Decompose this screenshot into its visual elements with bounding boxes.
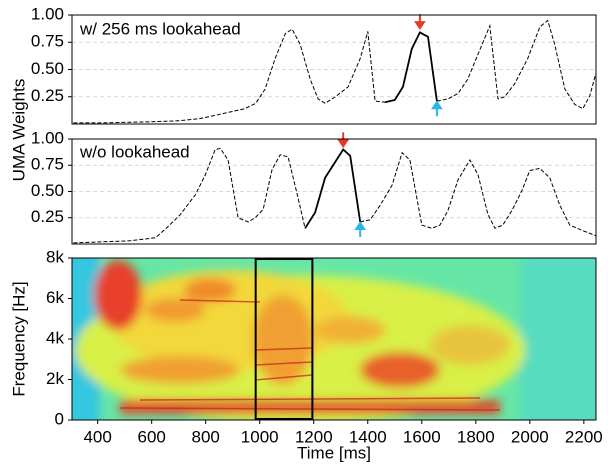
x-tick-label: 1800 [457, 427, 495, 446]
spectrogram-image [72, 258, 596, 420]
arrow [414, 14, 426, 30]
x-tick-label: 1600 [403, 427, 441, 446]
x-tick-label: 2200 [565, 427, 603, 446]
y-axis-label: Frequency [Hz] [9, 281, 28, 396]
y-axis-label: UMA Weights [9, 79, 28, 182]
line-series [304, 148, 362, 229]
panel-label: w/ 256 ms lookahead [79, 19, 241, 38]
y-tick-label: 0.75 [31, 32, 64, 51]
x-tick-label: 1000 [241, 427, 279, 446]
y-tick-label: 0.25 [31, 86, 64, 105]
x-tick-label: 1200 [295, 427, 333, 446]
axes-frame [71, 138, 597, 245]
y-tick-label: 6k [46, 288, 64, 307]
y-tick-label: 0.50 [31, 59, 64, 78]
x-tick-label: 600 [137, 427, 165, 446]
arrow [431, 100, 443, 117]
arrow [354, 221, 367, 237]
panel-label: w/o lookahead [79, 142, 190, 161]
highlight-box [254, 258, 314, 420]
y-tick-label: 2k [46, 369, 64, 388]
line-series [73, 147, 596, 244]
x-tick-label: 1400 [349, 427, 387, 446]
axes-frame [71, 14, 597, 125]
y-tick-label: 1.00 [31, 128, 64, 147]
y-tick-label: 0.50 [31, 181, 64, 200]
y-tick-label: 0.25 [31, 207, 64, 226]
axes-frame [71, 257, 597, 421]
line-series [384, 31, 438, 104]
y-tick-label: 1.00 [31, 4, 64, 23]
y-tick-label: 0 [55, 409, 64, 428]
x-axis-label: Time [ms] [297, 443, 371, 462]
y-tick-label: 4k [46, 328, 64, 347]
x-tick-label: 800 [192, 427, 220, 446]
x-tick-label: 2000 [511, 427, 549, 446]
x-tick-label: 400 [83, 427, 111, 446]
y-tick-label: 8k [46, 247, 64, 266]
line-series [73, 19, 597, 124]
y-tick-label: 0.75 [31, 155, 64, 174]
arrow [337, 132, 350, 149]
